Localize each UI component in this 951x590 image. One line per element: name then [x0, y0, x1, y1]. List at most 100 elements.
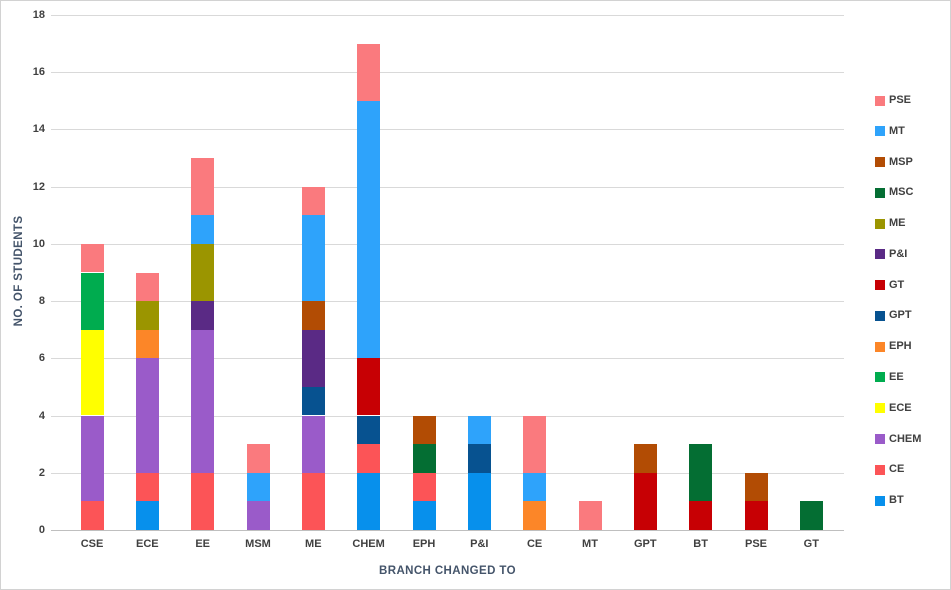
bar-segment — [301, 301, 325, 330]
y-tick-label: 2 — [38, 466, 45, 479]
x-tick-label: CE — [526, 538, 543, 550]
bar-segment — [357, 472, 381, 530]
y-tick-label: 0 — [38, 524, 45, 536]
bar-segment — [689, 444, 713, 502]
y-tick-label: 12 — [32, 180, 45, 193]
gridline — [51, 415, 844, 417]
legend-item: GPT — [875, 310, 912, 321]
gridline — [51, 15, 844, 16]
bar-segment — [135, 301, 159, 330]
legend-swatch — [875, 95, 885, 106]
bar-segment — [80, 501, 104, 530]
bar-segment — [135, 501, 159, 530]
bar-segment — [301, 386, 325, 416]
bar-segment — [301, 215, 325, 302]
legend-label: EPH — [889, 340, 912, 353]
bar-segment — [191, 215, 215, 244]
gridline — [51, 186, 844, 188]
legend-label: EE — [889, 370, 904, 383]
x-tick-label: BT — [693, 538, 708, 550]
legend-swatch — [875, 495, 885, 506]
bar-segment — [357, 415, 381, 445]
x-axis-line — [51, 530, 844, 531]
y-axis-title: NO. OF STUDENTS — [13, 215, 25, 326]
bar-segment — [689, 501, 713, 530]
bar-segment — [467, 415, 491, 445]
legend-item: ECE — [875, 402, 912, 414]
legend-item: MSP — [875, 156, 913, 168]
y-tick-label: 18 — [32, 9, 45, 21]
y-tick-label: 10 — [32, 237, 45, 250]
legend-item: ME — [875, 218, 906, 229]
gridline — [51, 472, 844, 474]
bar-segment — [799, 501, 823, 530]
x-tick-label: P&I — [470, 538, 489, 550]
x-axis-title: BRANCH CHANGED TO — [379, 565, 516, 577]
x-tick-label: EPH — [412, 538, 436, 550]
x-tick-label: GPT — [633, 538, 657, 550]
bar-segment — [80, 329, 104, 416]
bar-segment — [135, 272, 159, 302]
bar-segment — [191, 301, 215, 330]
x-tick-label: ECE — [135, 538, 159, 550]
bar-segment — [467, 444, 491, 473]
legend-item: CHEM — [875, 432, 922, 445]
bar-segment — [80, 415, 104, 502]
legend-label: P&I — [889, 247, 908, 260]
x-tick-label: GT — [803, 538, 819, 550]
bar-segment — [301, 329, 325, 387]
legend-item: PSE — [875, 95, 911, 106]
bar-segment — [246, 444, 270, 473]
bar-segment — [191, 243, 215, 302]
legend-label: CE — [889, 463, 905, 476]
legend-label: MSC — [889, 186, 914, 199]
bar-segment — [246, 501, 270, 530]
legend-item: EPH — [875, 341, 912, 352]
legend-swatch — [875, 403, 885, 414]
bar-segment — [135, 329, 159, 359]
bar-segment — [301, 186, 325, 216]
bar-segment — [412, 501, 436, 530]
bar-segment — [301, 472, 325, 530]
bar-segment — [191, 158, 215, 216]
bar-segment — [357, 43, 381, 101]
bar-segment — [523, 501, 547, 530]
gridline — [51, 243, 844, 245]
legend-swatch — [875, 464, 885, 475]
legend-label: CHEM — [889, 432, 922, 445]
bar-segment — [523, 472, 547, 502]
x-tick-label: EE — [195, 538, 211, 550]
bar-segment — [246, 472, 270, 502]
gridline — [51, 358, 844, 360]
legend-swatch — [875, 310, 885, 321]
legend-item: EE — [875, 370, 904, 383]
bar-segment — [357, 444, 381, 473]
bar-segment — [633, 472, 657, 530]
legend-swatch — [875, 126, 885, 137]
legend-label: PSE — [889, 94, 912, 106]
x-tick-label: CHEM — [352, 538, 385, 550]
legend-swatch — [875, 157, 885, 167]
x-tick-label: CSE — [80, 538, 104, 550]
legend-item: GT — [875, 279, 904, 291]
legend-item: BT — [875, 495, 904, 506]
bar-segment — [578, 501, 602, 530]
y-tick-label: 6 — [38, 352, 45, 365]
bar-segment — [412, 415, 436, 445]
legend-item: MSC — [875, 187, 913, 198]
bar-segment — [744, 501, 768, 530]
bar-segment — [80, 243, 104, 273]
legend-swatch — [875, 187, 885, 198]
bar-segment — [523, 415, 547, 473]
bar-segment — [412, 472, 436, 502]
bar-segment — [744, 472, 768, 502]
bar-segment — [357, 358, 381, 416]
legend-swatch — [875, 372, 885, 383]
legend-swatch — [875, 434, 885, 444]
bar-segment — [301, 415, 325, 473]
gridline — [51, 129, 844, 131]
legend-item: CE — [875, 464, 904, 475]
x-tick-label: MSM — [245, 538, 271, 550]
bar-segment — [135, 472, 159, 502]
